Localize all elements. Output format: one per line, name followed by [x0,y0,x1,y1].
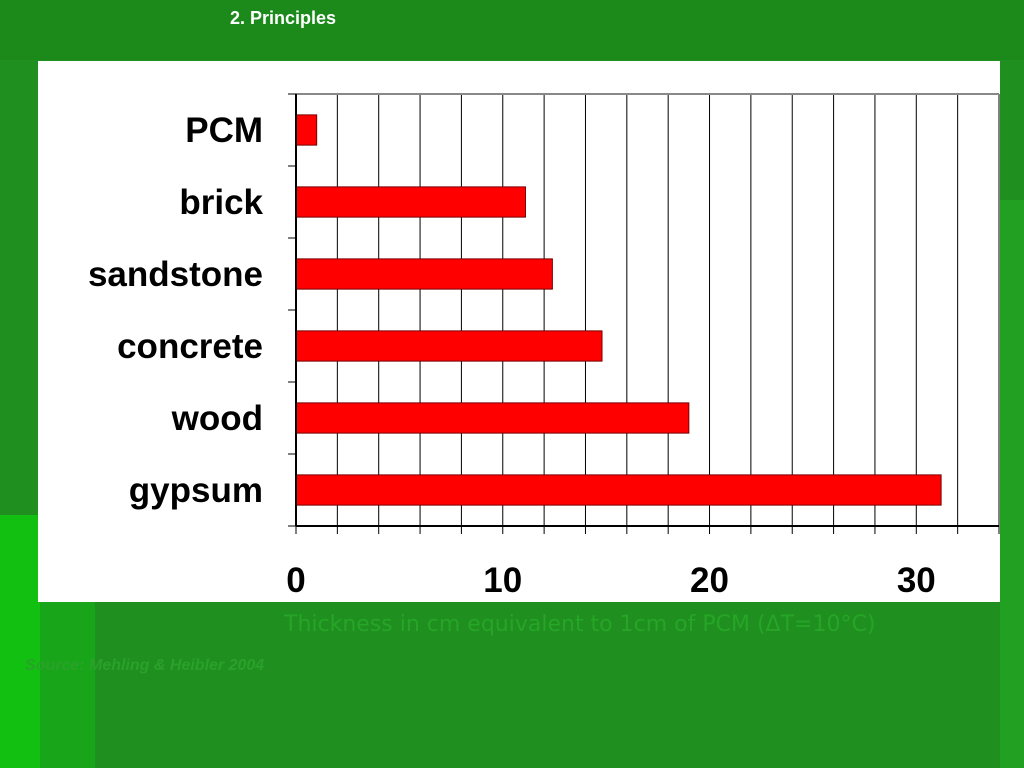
decor-stripe-right [1000,200,1024,768]
bar-sandstone [295,258,553,290]
category-label: PCM [185,111,263,150]
bar-wood [295,402,690,434]
bars [295,114,942,506]
chart-panel: PCM brick sandstone concrete wood gypsum 0 10 2… [38,61,1000,602]
category-label: brick [179,183,263,222]
x-axis-label: Thickness in cm equivalent to 1cm of PCM… [284,612,876,637]
header-band [0,0,1024,60]
x-tick-label: 0 [286,561,305,600]
bar-PCM [295,114,318,146]
axes [288,93,1000,534]
bar-gypsum [295,474,942,506]
tick-labels: 0 10 20 30 [286,561,935,600]
category-label: concrete [117,327,263,366]
x-tick-label: 10 [483,561,522,600]
gridlines [296,93,1000,526]
decor-stripe-left [0,515,40,768]
x-tick-label: 20 [690,561,729,600]
bar-concrete [295,330,603,362]
category-label: sandstone [88,255,263,294]
category-label: wood [171,399,263,438]
category-label: gypsum [129,471,263,510]
slide-title: 2. Principles [230,8,337,28]
x-tick-label: 30 [897,561,936,600]
bar-brick [295,186,527,218]
source-note: Source: Mehling & Heibler 2004 [25,657,265,674]
bar-chart: PCM brick sandstone concrete wood gypsum 0 10 2… [88,93,1000,600]
category-labels: PCM brick sandstone concrete wood gypsum [88,111,264,510]
